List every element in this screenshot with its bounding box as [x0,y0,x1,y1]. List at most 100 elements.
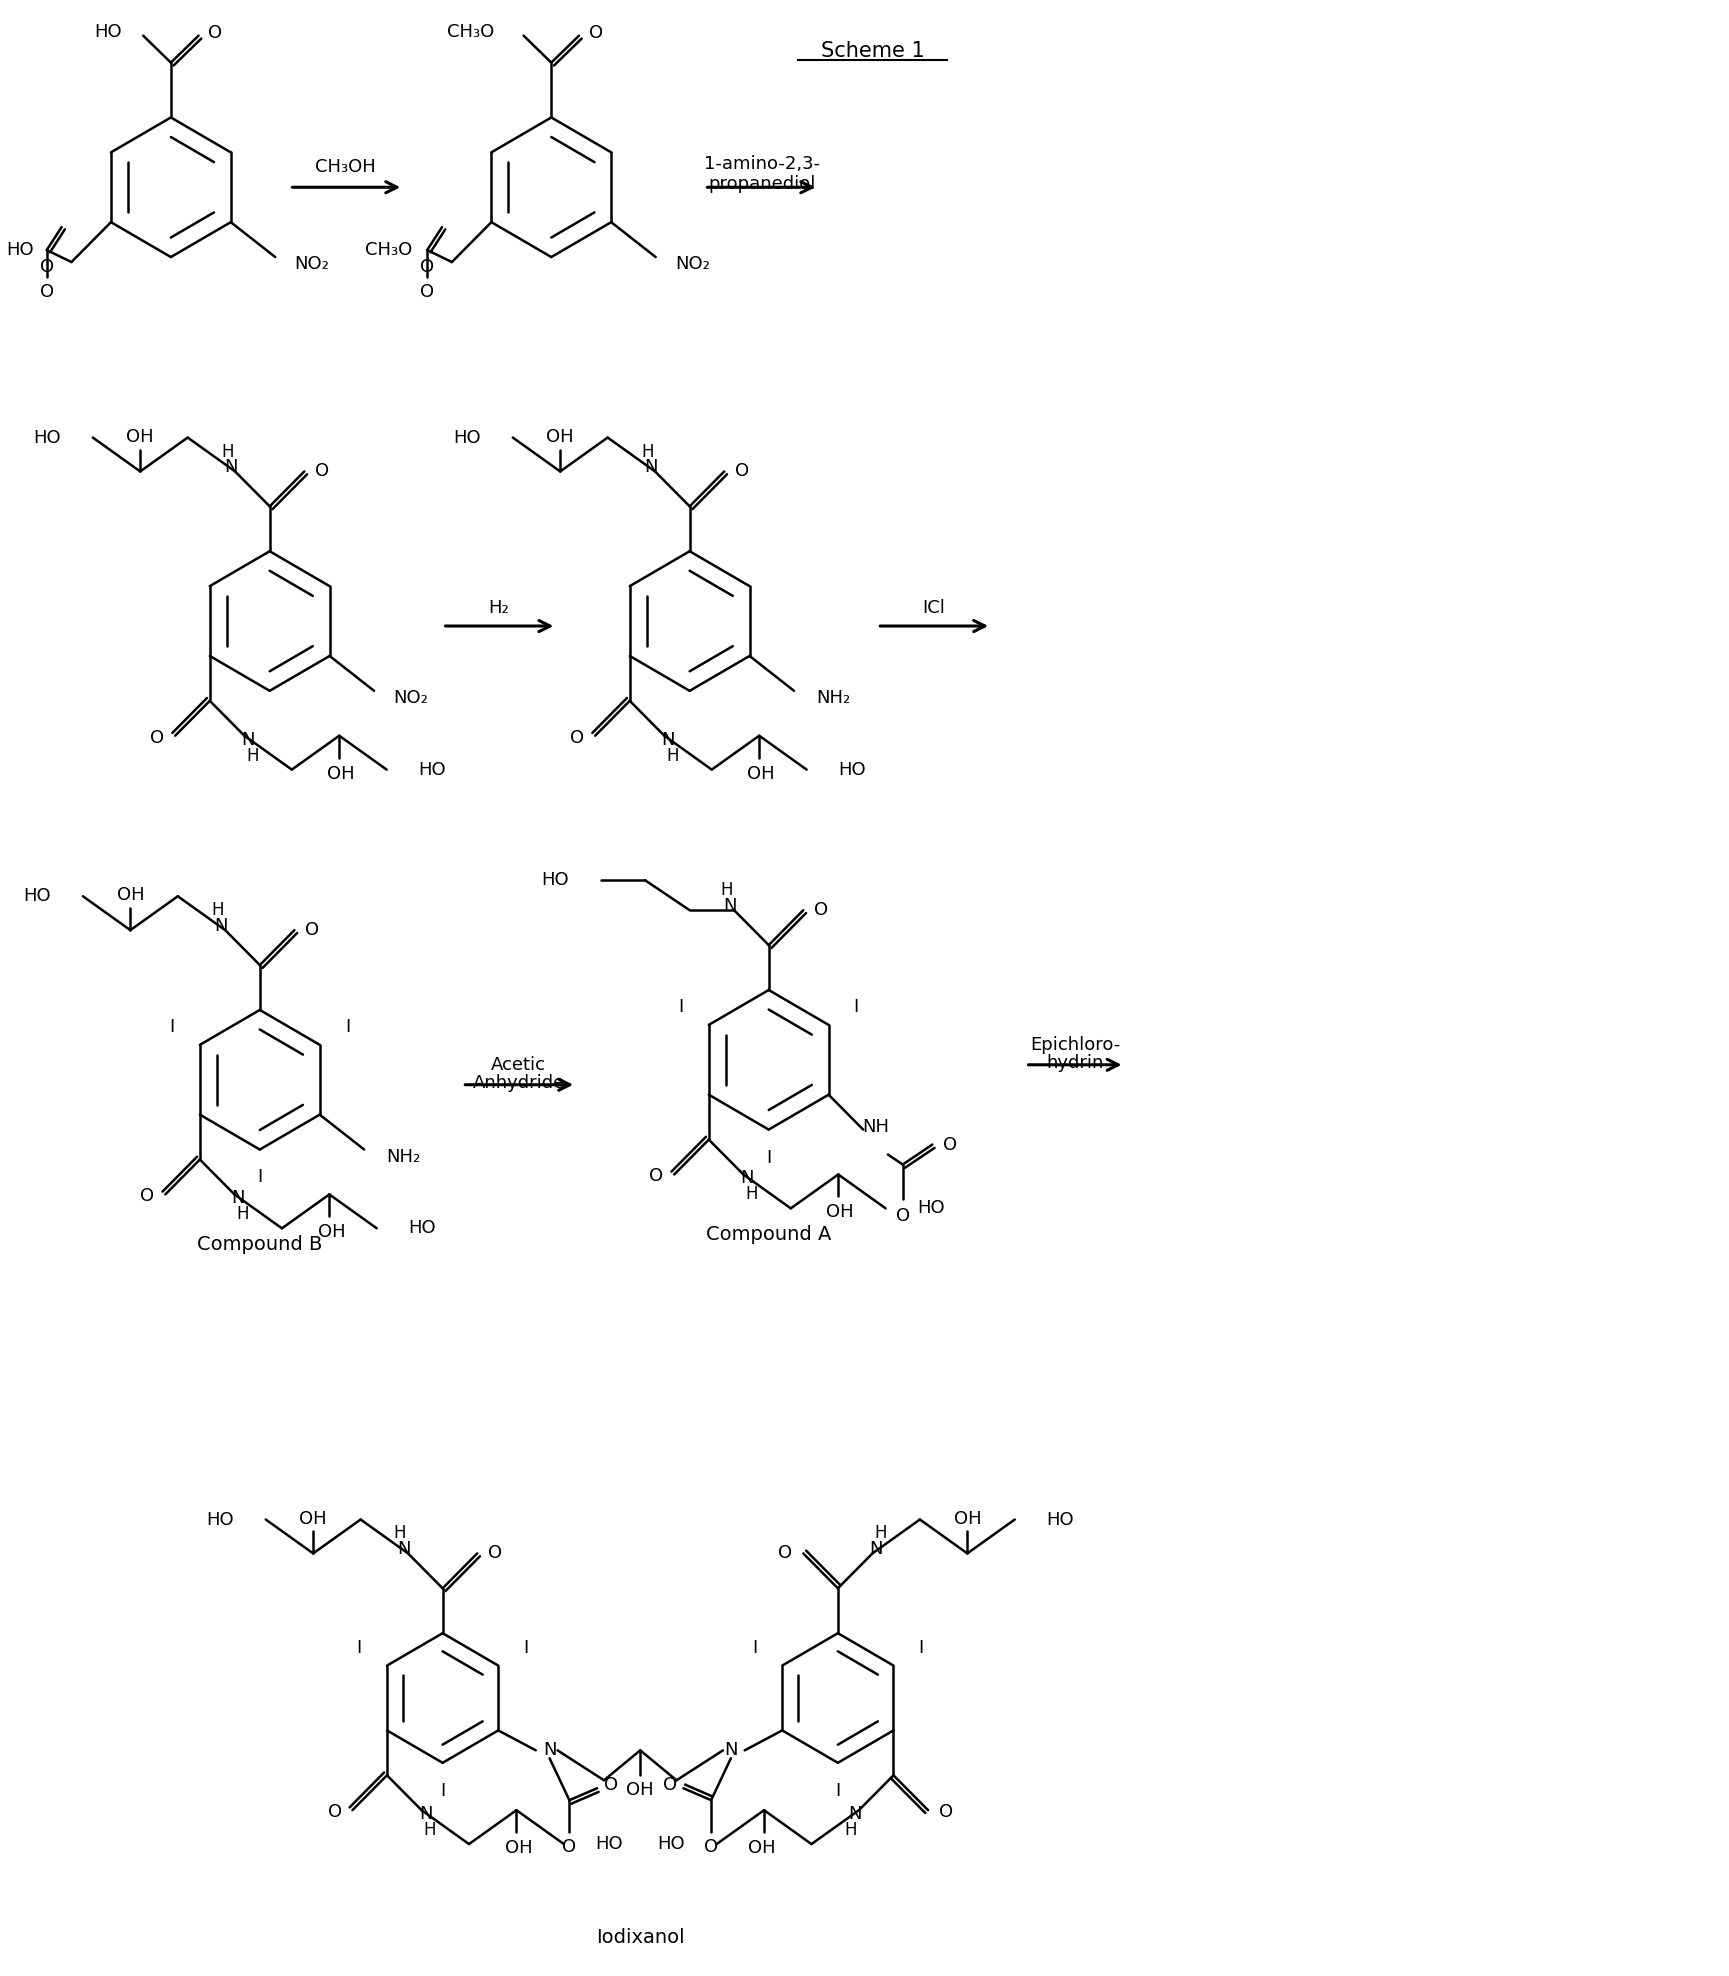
Text: Compound B: Compound B [197,1235,323,1255]
Text: H: H [237,1205,249,1223]
Text: O: O [304,921,320,939]
Text: O: O [650,1168,664,1186]
Text: N: N [242,731,256,749]
Text: O: O [603,1776,617,1794]
Text: N: N [740,1170,754,1188]
Text: I: I [752,1638,757,1656]
Text: H: H [745,1186,757,1203]
Text: Compound A: Compound A [705,1225,832,1243]
Text: O: O [315,462,329,480]
Text: HO: HO [418,761,446,779]
Text: I: I [678,998,683,1016]
Text: N: N [724,1741,738,1759]
Text: H: H [845,1822,858,1840]
Text: HO: HO [206,1510,233,1529]
Text: propanediol: propanediol [709,176,816,194]
Text: HO: HO [408,1219,436,1237]
Text: HO: HO [595,1836,622,1853]
Text: OH: OH [299,1510,327,1527]
Text: O: O [942,1136,958,1154]
Text: H: H [221,443,233,460]
Text: O: O [588,24,603,41]
Text: NH: NH [863,1118,889,1136]
Text: I: I [524,1638,529,1656]
Text: O: O [420,283,434,300]
Text: OH: OH [505,1840,533,1857]
Text: N: N [232,1190,246,1207]
Text: OH: OH [749,1840,776,1857]
Text: OH: OH [953,1510,980,1527]
Text: H₂: H₂ [489,599,510,617]
Text: NO₂: NO₂ [674,255,709,273]
Text: hydrin: hydrin [1046,1053,1103,1071]
Text: I: I [258,1168,263,1186]
Text: Acetic: Acetic [491,1055,546,1073]
Text: I: I [854,998,859,1016]
Text: Anhydride: Anhydride [472,1073,565,1091]
Text: Iodixanol: Iodixanol [597,1929,685,1946]
Text: HO: HO [1046,1510,1074,1529]
Text: H: H [394,1523,406,1543]
Text: O: O [896,1207,909,1225]
Text: HO: HO [93,22,121,41]
Text: O: O [40,283,54,300]
Text: CH₃O: CH₃O [446,22,494,41]
Text: OH: OH [626,1780,654,1800]
Text: O: O [562,1838,576,1855]
Text: H: H [246,747,259,765]
Text: H: H [875,1523,887,1543]
Text: N: N [645,458,657,476]
Text: N: N [214,917,228,935]
Text: OH: OH [546,427,574,445]
Text: N: N [398,1541,412,1559]
Text: H: H [641,443,654,460]
Text: I: I [835,1782,840,1800]
Text: O: O [40,259,54,277]
Text: I: I [169,1018,175,1035]
Text: N: N [870,1541,884,1559]
Text: ICl: ICl [922,599,946,617]
Text: NH₂: NH₂ [387,1148,420,1166]
Text: CH₃O: CH₃O [365,241,412,259]
Text: N: N [225,458,239,476]
Text: I: I [439,1782,446,1800]
Text: O: O [150,729,164,747]
Text: O: O [704,1838,718,1855]
Text: HO: HO [24,887,52,905]
Text: O: O [735,462,749,480]
Text: Scheme 1: Scheme 1 [821,41,925,61]
Text: OH: OH [826,1203,854,1221]
Text: HO: HO [453,429,481,447]
Text: HO: HO [839,761,866,779]
Text: 1-amino-2,3-: 1-amino-2,3- [704,156,820,174]
Text: N: N [723,897,737,915]
Text: O: O [662,1776,676,1794]
Text: O: O [420,259,434,277]
Text: O: O [140,1188,154,1205]
Text: HO: HO [541,871,569,889]
Text: Epichloro-: Epichloro- [1030,1035,1120,1053]
Text: O: O [488,1545,501,1563]
Text: OH: OH [747,765,775,782]
Text: OH: OH [327,765,354,782]
Text: H: H [719,881,733,899]
Text: OH: OH [116,887,144,905]
Text: O: O [207,24,223,41]
Text: I: I [766,1148,771,1166]
Text: I: I [918,1638,923,1656]
Text: O: O [939,1804,953,1822]
Text: NO₂: NO₂ [392,690,429,707]
Text: N: N [418,1806,432,1824]
Text: O: O [814,901,828,919]
Text: HO: HO [657,1836,685,1853]
Text: N: N [662,731,674,749]
Text: I: I [344,1018,349,1035]
Text: N: N [849,1806,861,1824]
Text: NH₂: NH₂ [816,690,851,707]
Text: HO: HO [33,429,61,447]
Text: CH₃OH: CH₃OH [315,158,377,176]
Text: H: H [211,901,223,919]
Text: HO: HO [7,241,35,259]
Text: I: I [356,1638,361,1656]
Text: H: H [424,1822,436,1840]
